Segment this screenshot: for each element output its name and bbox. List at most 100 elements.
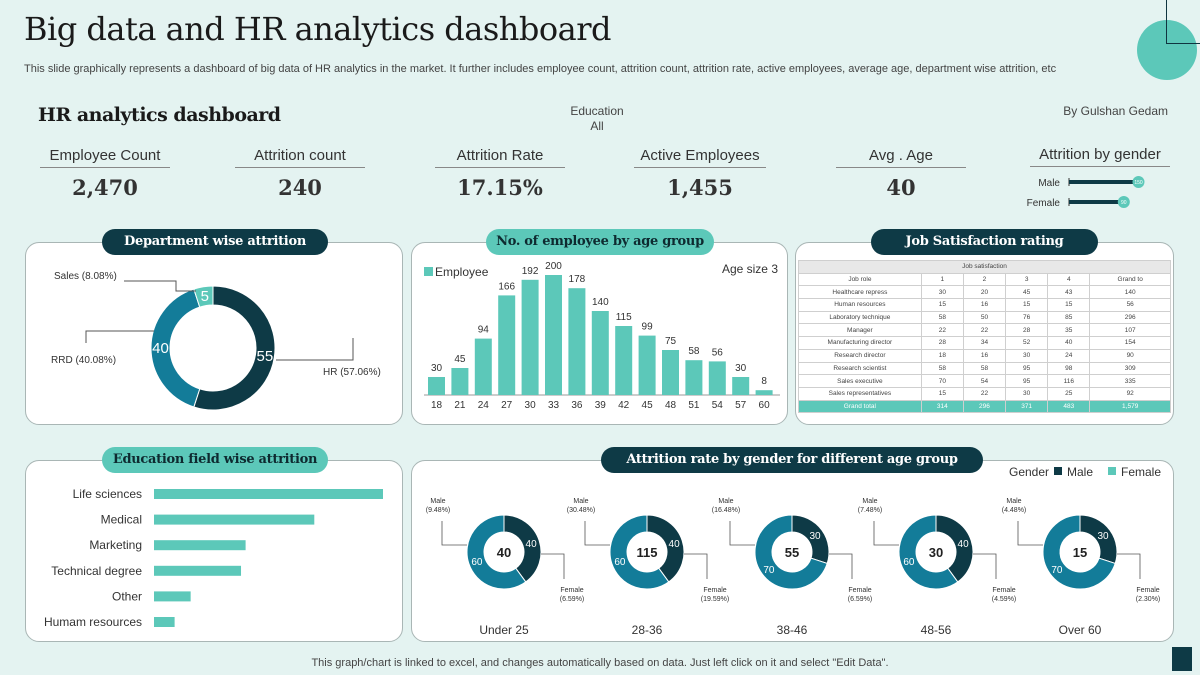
legend-swatch <box>424 267 433 276</box>
education-bar <box>154 617 175 627</box>
x-tick-label: 42 <box>618 400 630 411</box>
table-cell: 30 <box>1005 386 1049 401</box>
table-row: Laboratory technique 58 50 76 85 296 <box>798 310 1171 325</box>
table-cell: 92 <box>1089 386 1171 401</box>
table-cell: 58 <box>962 361 1007 376</box>
gender-age-donut-charts: Gender Male Female 40 60 40 Male (9.48%) Fema… <box>426 465 1162 637</box>
age-bar <box>685 360 703 395</box>
table-cell: 35 <box>1047 323 1091 338</box>
table-cell: 95 <box>1005 361 1049 376</box>
table-cell: 22 <box>920 323 964 338</box>
x-tick-label: 54 <box>712 400 724 411</box>
leader-line <box>684 553 708 579</box>
kpi-value: 2,470 <box>72 175 138 200</box>
table-cell: Research scientist <box>798 361 922 376</box>
table-cell: Human resources <box>798 298 922 312</box>
department-attrition-panel: 55 40 5 HR (57.06%) RRD (40.08%) Sales (8.08%… <box>25 242 403 425</box>
donut-center-value: 55 <box>785 545 799 560</box>
table-cell: 15 <box>1005 298 1049 312</box>
female-label: Female <box>703 587 726 594</box>
donut-center-value: 15 <box>1073 545 1087 560</box>
legend-swatch-male <box>1054 467 1062 475</box>
kpi-attrition-count: Attrition count 240 <box>235 147 365 200</box>
male-label: Male <box>718 498 733 505</box>
table-cell: 58 <box>920 310 964 325</box>
male-label: Male <box>1006 498 1021 505</box>
table-cell: 107 <box>1089 323 1171 338</box>
table-cell: 15 <box>920 298 964 312</box>
decorative-circle <box>1137 20 1197 80</box>
kpi-employee-count: Employee Count 2,470 <box>40 147 170 200</box>
donut-slice-male <box>503 514 542 583</box>
category-label: Life sciences <box>73 487 142 501</box>
table-header-row: Job role 1 2 3 4 Grand to <box>798 272 1171 287</box>
age-group-panel: Employee Age size 3 30 18 45 21 94 24 166 27 192… <box>411 242 788 425</box>
attrition-by-gender-chart: Male 150 Female 90 <box>1027 176 1145 209</box>
category-label: Humam resources <box>44 615 142 629</box>
bar-value-label: 58 <box>688 346 700 357</box>
donut-value-female: 60 <box>471 557 483 568</box>
table-cell: 34 <box>962 336 1007 350</box>
x-tick-label: 45 <box>642 400 654 411</box>
table-cell: Manufacturing director <box>798 336 922 350</box>
donut-value-female: 60 <box>903 557 915 568</box>
table-cell: 50 <box>962 310 1007 325</box>
education-bar-chart: Life sciences Medical Marketing Technical d… <box>44 487 383 629</box>
male-percent: (9.48%) <box>426 507 451 514</box>
table-cell: 40 <box>1047 336 1091 350</box>
table-cell: 28 <box>920 336 964 350</box>
age-bar <box>615 326 633 395</box>
table-cell: 25 <box>1047 386 1091 401</box>
gender-bar-marker <box>1132 176 1145 188</box>
donut-center-value: 40 <box>497 545 511 560</box>
donut-slice-female <box>898 514 959 590</box>
table-cell: 309 <box>1089 361 1171 376</box>
donut-slice-female <box>466 514 527 590</box>
female-label: Female <box>992 587 1015 594</box>
x-tick-label: 36 <box>571 400 583 411</box>
table-cell: Grand to <box>1089 272 1171 287</box>
kpi-value: 40 <box>886 175 916 200</box>
table-cell: Job role <box>798 272 922 287</box>
bar-value-label: 45 <box>454 354 466 365</box>
education-bar <box>154 514 315 525</box>
table-row: Research scientist 58 58 95 98 309 <box>798 361 1171 376</box>
gender-bar <box>1069 180 1136 184</box>
table-cell: 98 <box>1047 361 1091 376</box>
table-cell: 18 <box>920 348 964 363</box>
legend-male: Male <box>1067 465 1093 479</box>
female-percent: (4.59%) <box>992 596 1017 603</box>
age-bar <box>568 288 586 395</box>
bar-value-label: 99 <box>642 322 654 333</box>
table-total-row: Grand total 314 296 371 483 1,579 <box>798 399 1171 414</box>
chart-annotation: Age size 3 <box>722 262 778 276</box>
donut-hole <box>628 533 666 571</box>
bar-value-label: 30 <box>431 363 443 374</box>
table-cell: 4 <box>1047 272 1091 287</box>
table-cell: 371 <box>1005 399 1049 414</box>
table-cell: 15 <box>920 386 964 401</box>
slice-label-rrd: RRD (40.08%) <box>51 355 116 366</box>
gender-age-panel: Gender Male Female 40 60 40 Male (9.48%) Fema… <box>411 460 1174 642</box>
gender-bar <box>1069 200 1121 204</box>
leader-line <box>541 553 565 579</box>
table-cell: 15 <box>1047 298 1091 312</box>
kpi-value: 17.15% <box>457 175 543 200</box>
table-cell: 22 <box>962 386 1007 401</box>
slice-label-sales: Sales (8.08%) <box>54 271 117 282</box>
education-filter[interactable]: Education All <box>560 104 634 134</box>
table-cell: Healthcare repress <box>798 285 922 300</box>
male-percent: (30.48%) <box>567 507 595 514</box>
age-bar <box>451 368 469 395</box>
female-percent: (6.59%) <box>848 596 873 603</box>
kpi-label: Attrition Rate <box>435 147 565 168</box>
page-subtitle: This slide graphically represents a dash… <box>24 63 1057 75</box>
kpi-active-employees: Active Employees 1,455 <box>634 147 766 200</box>
age-group-label: 48-56 <box>921 623 952 637</box>
table-cell: 483 <box>1047 399 1091 414</box>
table-cell: 30 <box>1005 348 1049 363</box>
table-row: Research director 18 16 30 24 90 <box>798 348 1171 363</box>
donut-value-male: 40 <box>526 539 538 550</box>
table-cell: 116 <box>1047 374 1091 388</box>
bar-value-label: 192 <box>522 266 539 277</box>
